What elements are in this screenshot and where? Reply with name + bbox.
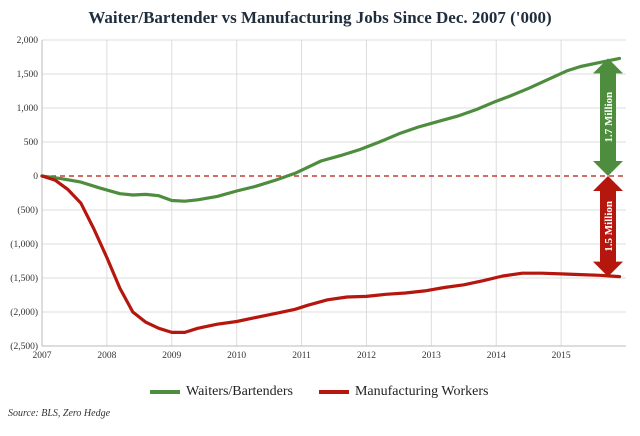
annotation-label: 1.7 Million bbox=[603, 92, 615, 143]
legend-item-manufacturing: Manufacturing Workers bbox=[318, 384, 489, 400]
y-tick-label: (1,000) bbox=[10, 239, 38, 250]
legend-swatch-manufacturing bbox=[318, 390, 349, 394]
annotation-arrow bbox=[593, 176, 623, 277]
x-tick-label: 2013 bbox=[422, 351, 441, 361]
x-tick-label: 2007 bbox=[33, 351, 52, 361]
source-note: Source: BLS, Zero Hedge bbox=[8, 408, 111, 419]
chart-title: Waiter/Bartender vs Manufacturing Jobs S… bbox=[88, 8, 552, 27]
x-tick-label: 2009 bbox=[162, 351, 181, 361]
legend-swatch-waiters bbox=[150, 390, 180, 394]
y-tick-label: (500) bbox=[17, 205, 38, 216]
x-tick-label: 2012 bbox=[357, 351, 376, 361]
y-tick-label: (1,500) bbox=[10, 273, 38, 284]
series-line-waiters-bartenders bbox=[40, 56, 622, 203]
y-tick-label: 0 bbox=[33, 172, 38, 182]
y-tick-label: (2,500) bbox=[10, 341, 38, 352]
x-tick-label: 2008 bbox=[97, 351, 116, 361]
y-tick-label: 1,500 bbox=[17, 70, 39, 80]
x-tick-label: 2015 bbox=[552, 351, 571, 361]
legend-label-manufacturing: Manufacturing Workers bbox=[354, 384, 489, 399]
annotation-arrow bbox=[593, 58, 623, 176]
y-tick-label: 1,000 bbox=[17, 104, 39, 114]
x-tick-label: 2014 bbox=[487, 351, 506, 361]
y-tick-label: 2,000 bbox=[17, 36, 39, 46]
legend: Waiters/Bartenders Manufacturing Workers bbox=[150, 384, 488, 400]
annotation-label: 1.5 Million bbox=[603, 201, 615, 252]
x-tick-label: 2010 bbox=[227, 351, 246, 361]
series-line-manufacturing-workers bbox=[40, 174, 622, 334]
legend-item-waiters: Waiters/Bartenders bbox=[150, 384, 293, 400]
legend-label-waiters: Waiters/Bartenders bbox=[186, 384, 293, 399]
y-tick-label: (2,000) bbox=[10, 307, 38, 318]
x-tick-label: 2011 bbox=[292, 351, 311, 361]
y-tick-label: 500 bbox=[24, 138, 39, 148]
